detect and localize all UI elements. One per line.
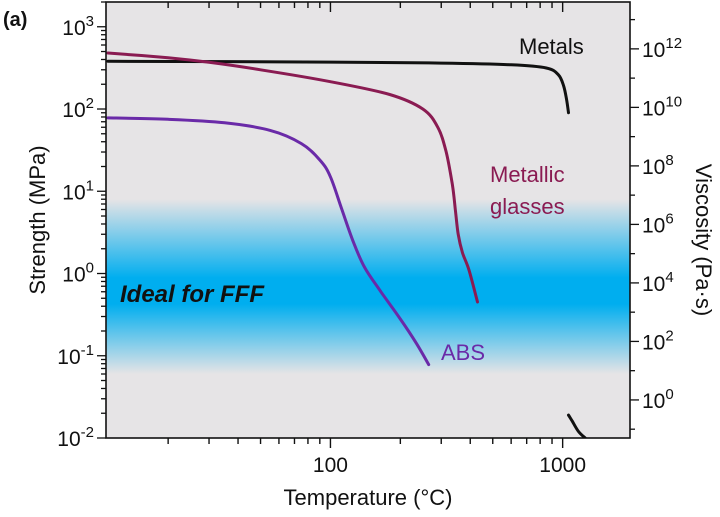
label-metallic-glasses-1: Metallic xyxy=(490,162,565,187)
tick-exponent: 3 xyxy=(86,13,94,30)
tick-exponent: 6 xyxy=(665,210,673,227)
y2-tick-label: 102 xyxy=(642,327,674,354)
tick-base: 10 xyxy=(57,346,80,369)
tick-base: 10 xyxy=(62,99,85,122)
tick-exponent: 10 xyxy=(665,93,682,110)
tick-base: 10 xyxy=(62,264,85,287)
tick-base: 10 xyxy=(642,273,665,296)
axis-ticks xyxy=(97,1,639,448)
tick-exponent: 0 xyxy=(86,260,94,277)
series-line-metals xyxy=(567,413,587,438)
tick-base: 10 xyxy=(642,214,665,237)
panel-label: (a) xyxy=(3,9,27,31)
ideal-fff-band xyxy=(106,199,630,374)
series-line-metallic-glasses xyxy=(106,51,479,304)
plot-frame xyxy=(105,1,631,439)
y-axis-label: Strength (MPa) xyxy=(25,145,50,294)
y-tick-label: 10-1 xyxy=(57,342,94,369)
tick-base: 10 xyxy=(642,390,665,413)
tick-base: 10 xyxy=(57,428,80,451)
band-label: Ideal for FFF xyxy=(120,281,265,308)
y-tick-label: 100 xyxy=(62,260,94,287)
y2-tick-label: 100 xyxy=(642,386,674,413)
tick-base: 10 xyxy=(642,331,665,354)
x-tick-label: 1000 xyxy=(539,454,586,477)
x-axis-label: Temperature (°C) xyxy=(284,485,453,510)
tick-exponent: 2 xyxy=(665,327,673,344)
tick-exponent: 4 xyxy=(665,269,673,286)
label-metals: Metals xyxy=(519,34,584,59)
y-tick-label: 103 xyxy=(62,13,94,40)
tick-exponent: 0 xyxy=(665,386,673,403)
label-metallic-glasses-2: glasses xyxy=(490,194,565,219)
tick-exponent: 1 xyxy=(86,177,94,194)
x-tick-label: 100 xyxy=(313,454,348,477)
y2-axis-label: Viscosity (Pa·s) xyxy=(691,164,716,316)
y2-tick-label: 104 xyxy=(642,269,674,296)
y2-tick-label: 1012 xyxy=(642,35,682,62)
y2-tick-label: 106 xyxy=(642,210,674,237)
y-tick-label: 10-2 xyxy=(57,424,94,451)
tick-base: 10 xyxy=(62,17,85,40)
series-line-metals xyxy=(106,59,570,115)
tick-exponent: 12 xyxy=(665,35,682,52)
label-abs: ABS xyxy=(441,340,485,365)
y-tick-label: 102 xyxy=(62,95,94,122)
tick-base: 10 xyxy=(642,156,665,179)
series-lines xyxy=(106,51,587,438)
tick-exponent: 2 xyxy=(86,95,94,112)
y-tick-label: 101 xyxy=(62,177,94,204)
series-line-abs xyxy=(106,116,431,367)
y2-tick-label: 1010 xyxy=(642,93,682,120)
y2-tick-label: 108 xyxy=(642,152,674,179)
tick-exponent: 8 xyxy=(665,152,673,169)
tick-exponent: -1 xyxy=(81,342,94,359)
tick-exponent: -2 xyxy=(81,424,94,441)
tick-base: 10 xyxy=(642,39,665,62)
tick-base: 10 xyxy=(642,97,665,120)
tick-base: 10 xyxy=(62,181,85,204)
